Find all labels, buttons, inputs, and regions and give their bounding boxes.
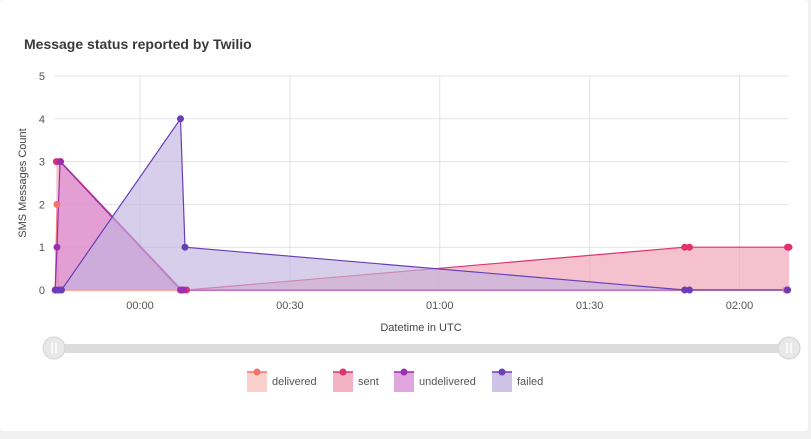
- data-point-sent[interactable]: [785, 243, 793, 251]
- legend-label: failed: [517, 376, 543, 388]
- area-sent: [56, 161, 789, 290]
- data-point-delivered[interactable]: [53, 200, 61, 208]
- legend: delivered sent undelivered failed: [247, 368, 543, 393]
- y-tick-label: 0: [39, 285, 45, 297]
- legend-marker: [498, 368, 506, 376]
- y-tick-label: 4: [39, 114, 45, 126]
- range-slider[interactable]: [42, 336, 801, 360]
- data-point-failed[interactable]: [681, 286, 689, 294]
- x-tick-label: 00:30: [276, 300, 304, 312]
- data-point-failed[interactable]: [685, 286, 693, 294]
- y-tick-label: 3: [39, 157, 45, 169]
- data-point-undelivered[interactable]: [56, 158, 64, 166]
- data-point-failed[interactable]: [784, 286, 792, 294]
- data-point-undelivered[interactable]: [179, 286, 187, 294]
- data-point-failed[interactable]: [176, 115, 184, 123]
- legend-label: delivered: [272, 376, 317, 388]
- y-tick-label: 5: [39, 71, 45, 83]
- legend-item-delivered[interactable]: delivered: [247, 368, 317, 393]
- x-tick-label: 01:30: [576, 300, 604, 312]
- y-tick-label: 2: [39, 199, 45, 211]
- data-point-sent[interactable]: [681, 243, 689, 251]
- data-point-failed[interactable]: [181, 243, 189, 251]
- x-axis-title: Datetime in UTC: [380, 322, 461, 334]
- legend-marker: [339, 368, 347, 376]
- data-point-sent[interactable]: [685, 243, 693, 251]
- series-points: [51, 115, 793, 294]
- x-tick-label: 01:00: [426, 300, 454, 312]
- y-tick-label: 1: [39, 242, 45, 254]
- chart-title: Message status reported by Twilio: [24, 36, 252, 52]
- area-failed: [55, 118, 788, 290]
- legend-item-undelivered[interactable]: undelivered: [394, 368, 476, 393]
- legend-label: sent: [358, 376, 379, 388]
- legend-swatch: [333, 372, 353, 392]
- range-slider-right-handle[interactable]: [777, 336, 801, 360]
- legend-item-sent[interactable]: sent: [333, 368, 379, 393]
- legend-item-failed[interactable]: failed: [492, 368, 543, 393]
- legend-label: undelivered: [419, 376, 476, 388]
- x-tick-label: 02:00: [726, 300, 754, 312]
- data-point-undelivered[interactable]: [53, 243, 61, 251]
- legend-swatch: [394, 372, 414, 392]
- data-point-failed[interactable]: [57, 286, 65, 294]
- y-tick-labels: 0 1 2 3 4 5: [39, 71, 45, 297]
- range-slider-left-handle[interactable]: [42, 336, 66, 360]
- x-tick-labels: 00:00 00:30 01:00 01:30 02:00: [126, 300, 753, 312]
- y-axis-title: SMS Messages Count: [17, 128, 29, 237]
- legend-swatch: [492, 372, 512, 392]
- legend-marker: [400, 368, 408, 376]
- range-slider-track[interactable]: [54, 344, 790, 353]
- legend-swatch: [247, 372, 267, 392]
- legend-marker: [253, 368, 261, 376]
- x-tick-label: 00:00: [126, 300, 154, 312]
